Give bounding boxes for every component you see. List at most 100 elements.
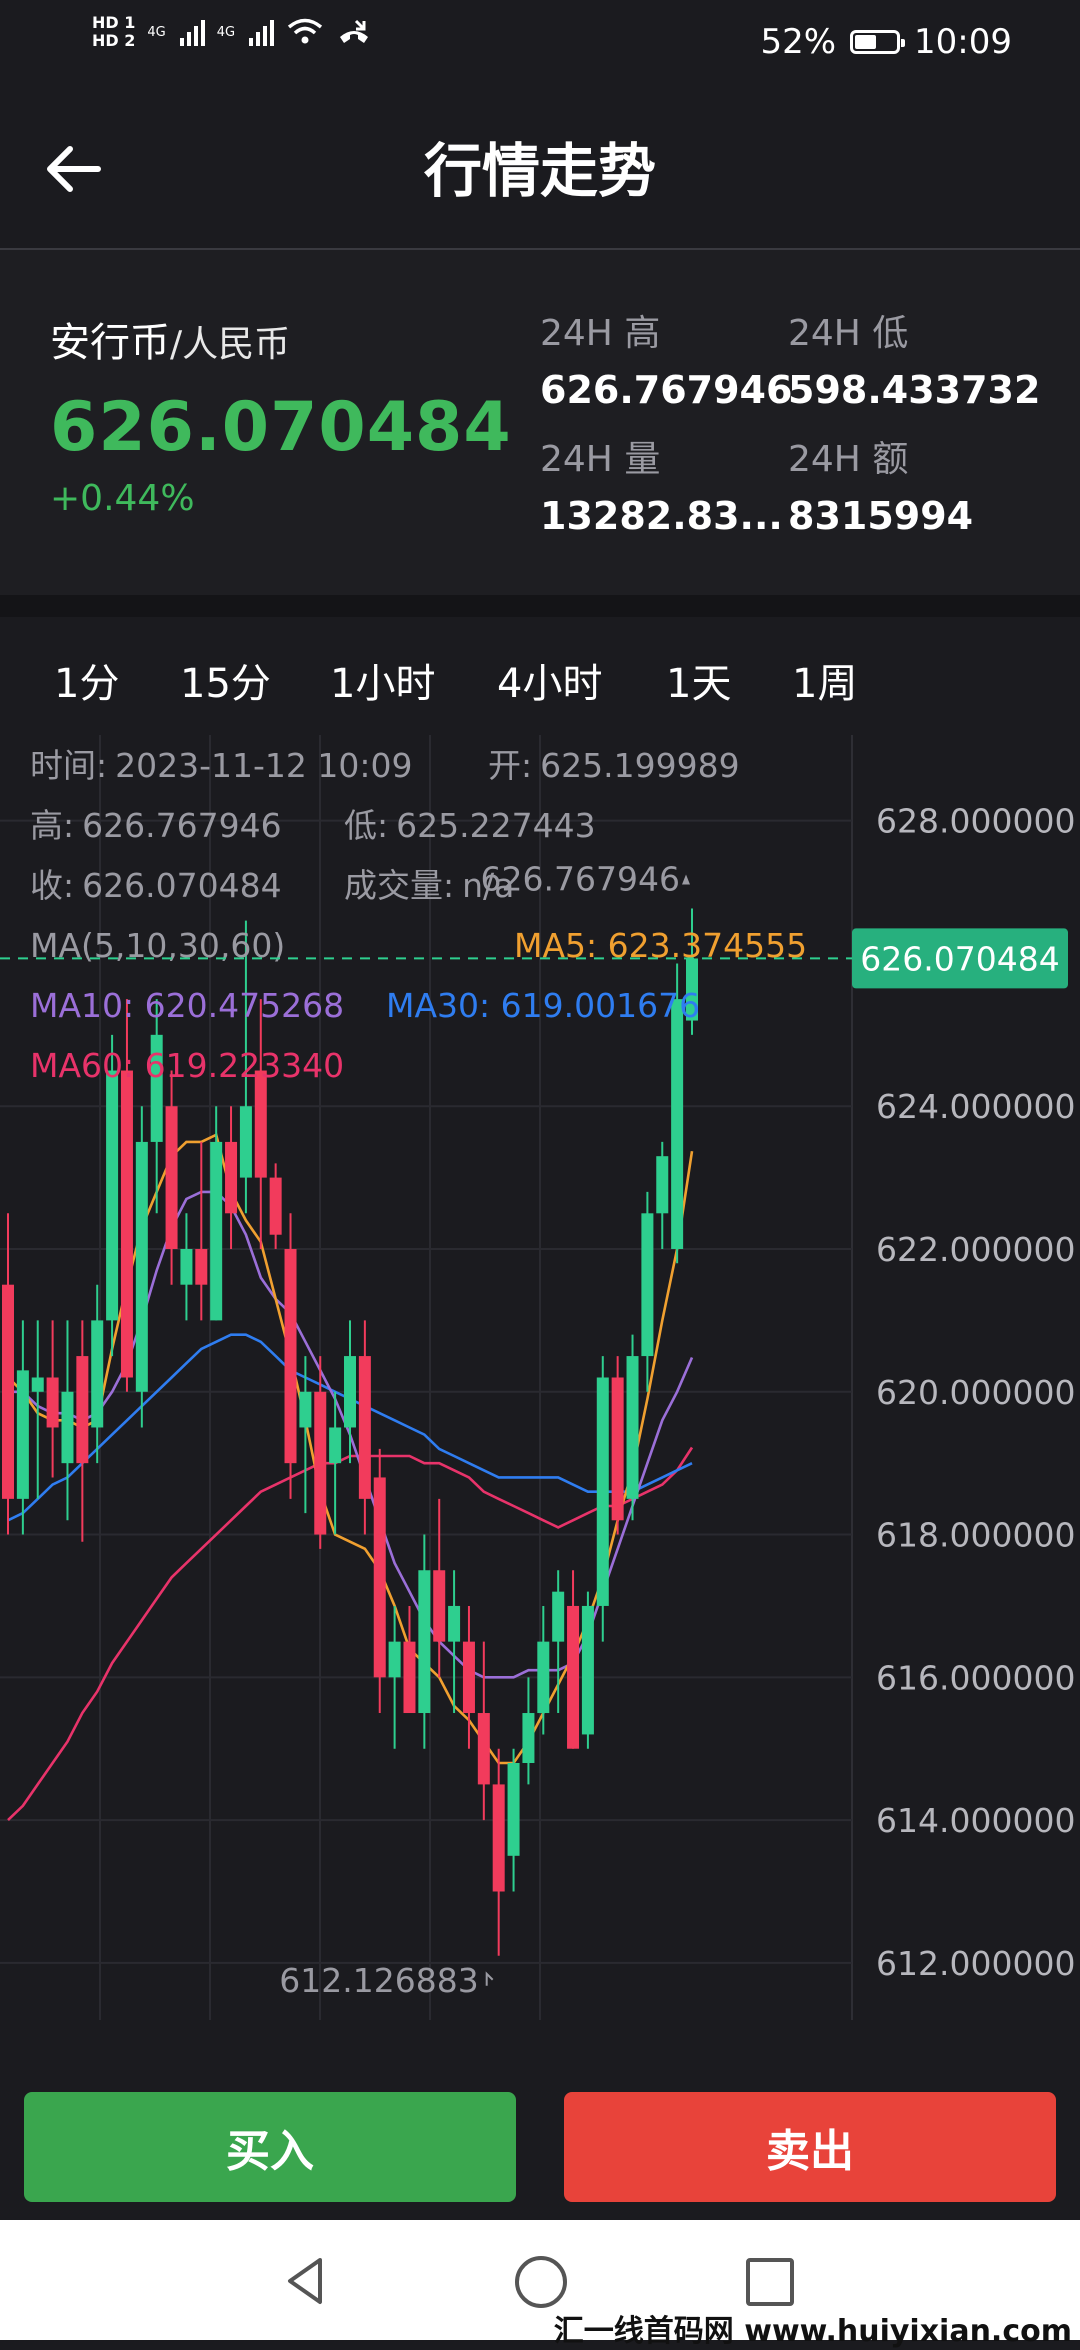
watermark-text: 汇一线首码网 www.huiyixian.com [553, 2314, 1072, 2349]
candle-body-32 [477, 1713, 490, 1785]
ma60-label: MA60: 619.223340 [30, 1046, 344, 1085]
info-close: 626.070484 [82, 866, 281, 905]
candle-body-1 [16, 1370, 29, 1499]
candle-body-41 [611, 1377, 624, 1521]
nav-back-icon[interactable] [280, 2254, 330, 2308]
candle-body-15 [225, 1141, 238, 1214]
info-low: 625.227443 [396, 806, 595, 845]
stat-high-label: 24H 高 [540, 313, 661, 354]
candle-body-45 [671, 999, 684, 1249]
candle-body-44 [656, 1156, 669, 1214]
stat-amount-label: 24H 额 [788, 439, 909, 480]
nav-recents-icon[interactable] [746, 2258, 794, 2306]
current-price-tag [852, 928, 1068, 989]
trade-actions: 买入 卖出 [0, 2020, 1080, 2220]
y-tick-label-1: 624.000000 [876, 1087, 1075, 1126]
tab-1hour[interactable]: 1小时 [330, 661, 436, 707]
candle-body-2 [31, 1377, 44, 1392]
signal2-icon [249, 18, 275, 46]
back-arrow-icon[interactable] [44, 144, 104, 194]
candle-body-35 [522, 1713, 535, 1763]
ma30-label: MA30: 619.001676 [386, 986, 700, 1025]
sell-button[interactable]: 卖出 [564, 2092, 1056, 2202]
call-icon [340, 19, 369, 43]
section-divider [0, 595, 1080, 617]
sim1-label: HD 1 [92, 13, 136, 32]
candle-body-4 [61, 1391, 74, 1464]
candle-body-34 [507, 1763, 520, 1856]
info-volume-label: 成交量: [344, 866, 454, 905]
tab-1week[interactable]: 1周 [792, 661, 858, 707]
info-high: 626.767946 [82, 806, 281, 845]
info-open-label: 开: [488, 746, 532, 785]
sim-labels: HD 1 HD 2 [92, 14, 135, 50]
candle-body-38 [567, 1605, 580, 1749]
candle-body-8 [120, 1070, 133, 1378]
candle-body-10 [150, 1034, 163, 1142]
stat-volume-label: 24H 量 [540, 439, 661, 480]
status-right: 52% 10:09 [760, 22, 1012, 62]
candle-body-30 [448, 1605, 461, 1642]
stat-high-value: 626.767946 [540, 368, 793, 412]
candle-body-28 [418, 1570, 431, 1714]
svg-text:开:625.199989: 开: 625.199989 [488, 746, 740, 785]
y-tick-label-5: 616.000000 [876, 1658, 1075, 1697]
sim2-label: HD 2 [92, 31, 136, 50]
stat-volume-value: 13282.83... [540, 494, 783, 538]
candle-body-46 [686, 958, 698, 1021]
tab-1day[interactable]: 1天 [666, 661, 732, 707]
candle-body-0 [2, 1284, 14, 1499]
candle-body-18 [269, 1177, 282, 1235]
y-tick-label-2: 622.000000 [876, 1230, 1075, 1269]
candle-body-42 [626, 1356, 639, 1499]
candle-body-17 [254, 1070, 267, 1178]
ma10-label: MA10: 620.475268 [30, 986, 344, 1025]
y-tick-label-4: 618.000000 [876, 1516, 1075, 1555]
candle-body-43 [641, 1213, 654, 1357]
svg-text:低:625.227443: 低: 625.227443 [344, 806, 596, 845]
candle-body-40 [596, 1377, 609, 1606]
network2-label: 4G [216, 24, 236, 40]
battery-percent: 52% [760, 22, 837, 62]
candle-body-33 [492, 1784, 505, 1892]
tab-15min[interactable]: 15分 [180, 661, 271, 707]
candle-body-31 [462, 1641, 475, 1714]
max-price-marker [682, 874, 690, 885]
min-price-marker [485, 1971, 494, 1986]
system-nav-bar: 汇一线首码网 www.huiyixian.com [0, 2220, 1080, 2349]
candle-body-19 [284, 1249, 297, 1464]
info-time: 2023-11-12 10:09 [115, 746, 412, 785]
candle-body-11 [165, 1106, 178, 1249]
app-header: 行情走势 [0, 84, 1080, 250]
svg-text:收:626.070484: 收: 626.070484 [30, 866, 282, 905]
tab-1min[interactable]: 1分 [54, 661, 120, 707]
price-change: +0.44% [50, 478, 195, 519]
buy-button[interactable]: 买入 [24, 2092, 516, 2202]
info-open: 625.199989 [540, 746, 739, 785]
info-low-label: 低: [344, 806, 388, 845]
wifi-icon [287, 18, 323, 44]
candle-body-25 [373, 1477, 386, 1678]
candle-body-23 [344, 1356, 356, 1428]
ticker-panel: 安行币/人民币 626.070484 +0.44% 24H 高 626.7679… [0, 250, 1080, 595]
svg-text:高:626.767946: 高: 626.767946 [30, 806, 282, 845]
candle-body-3 [46, 1377, 59, 1428]
candle-body-36 [537, 1641, 550, 1714]
stat-amount-value: 8315994 [788, 494, 974, 538]
candle-body-6 [91, 1320, 104, 1428]
info-time-label: 时间: [30, 746, 107, 785]
timeframe-tabs: 1分 15分 1小时 4小时 1天 1周 [0, 617, 1080, 737]
y-tick-label-7: 612.000000 [876, 1944, 1075, 1983]
max-price-label: 626.767946 [481, 859, 680, 898]
candle-body-26 [388, 1641, 401, 1678]
y-tick-label-0: 628.000000 [876, 802, 1075, 841]
info-high-label: 高: [30, 806, 74, 845]
nav-home-icon[interactable] [515, 2256, 567, 2308]
network1-label: 4G [147, 24, 166, 40]
kline-chart[interactable]: 628.000000 624.000000 622.000000 620.000000… [0, 735, 1080, 2020]
tab-4hour[interactable]: 4小时 [497, 661, 603, 707]
stat-low-value: 598.433732 [788, 368, 1041, 412]
candle-body-9 [135, 1141, 148, 1392]
stat-low-label: 24H 低 [788, 313, 909, 354]
kline-chart-svg[interactable]: 628.000000 624.000000 622.000000 620.000000… [0, 735, 1080, 2020]
